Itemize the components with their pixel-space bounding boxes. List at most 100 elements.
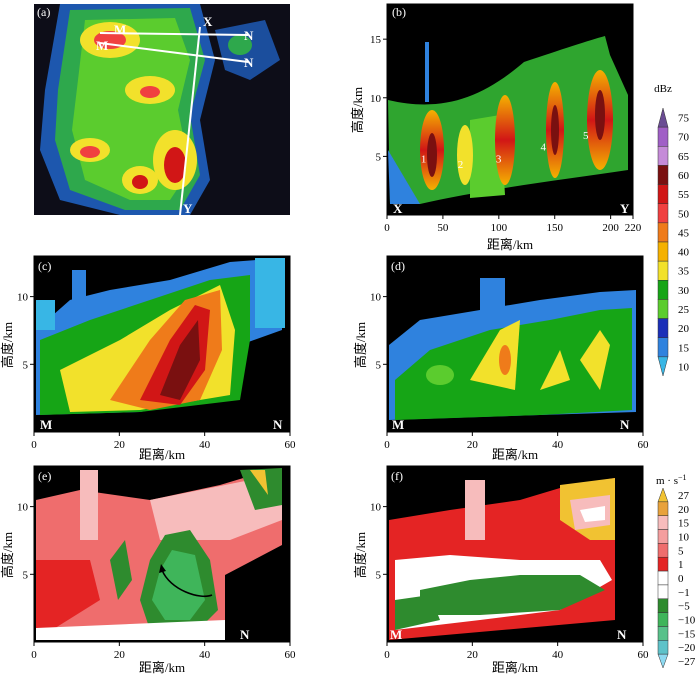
- ref-swatch-13: [657, 356, 669, 377]
- d-end-n: N: [620, 417, 630, 432]
- vel-swatch-7: [657, 584, 669, 600]
- panel-b: 1 2 3 4 5 (b) X Y 0 50 100 150 200 220 5 10 15 距离/k…: [350, 3, 642, 252]
- panel-label-f: (f): [391, 469, 403, 483]
- d-x-tick-2: 40: [552, 439, 564, 451]
- e-xlabel: 距离/km: [139, 660, 185, 675]
- f-xlabel: 距离/km: [492, 660, 538, 675]
- e-end-n: N: [240, 627, 250, 642]
- vel-swatch-6: [657, 570, 669, 586]
- d-xlabel: 距离/km: [492, 447, 538, 462]
- ref-tick-0: 75: [678, 113, 690, 125]
- c-ylabel: 高度/km: [0, 322, 15, 368]
- b-cells: [420, 42, 613, 190]
- e-x-tick-0: 0: [31, 649, 37, 661]
- panel-c: (c) M N 0 20 40 60 5 10 距离/km 高度/km: [0, 255, 296, 462]
- f-end-n: N: [617, 627, 627, 642]
- b-cell-label-1: 2: [458, 159, 464, 171]
- f-y-ticks: 5 10: [370, 502, 387, 581]
- e-y-ticks: 5 10: [17, 502, 34, 581]
- d-y-tick-0: 5: [376, 359, 382, 371]
- ref-tick-6: 45: [678, 227, 690, 239]
- c-x-tick-1: 20: [114, 439, 126, 451]
- f-x-tick-2: 40: [552, 649, 564, 661]
- b-x-tick-1: 50: [437, 222, 449, 234]
- b-cell-label-2: 3: [496, 153, 502, 165]
- f-x-ticks: 0 20 40 60: [384, 642, 649, 661]
- c-x-tick-2: 40: [199, 439, 211, 451]
- map-label-y: Y: [183, 201, 193, 216]
- b-end-x: X: [393, 201, 403, 216]
- panel-e: (e) M N 0 20 40 60 5 10 距离/km 高度/km: [0, 465, 296, 675]
- section-lines: [99, 26, 249, 216]
- b-x-tick-0: 0: [384, 222, 390, 234]
- ref-unit: dBz: [654, 83, 672, 95]
- b-cell-labels: 1 2 3 4 5: [421, 130, 589, 171]
- panel-a: (a) M M N N X Y: [34, 4, 290, 216]
- vel-swatch-1: [657, 501, 669, 516]
- ref-swatch-8: [657, 260, 669, 281]
- c-y-tick-0: 5: [23, 359, 29, 371]
- ref-swatch-11: [657, 318, 669, 338]
- d-x-tick-1: 20: [467, 439, 479, 451]
- d-x-tick-0: 0: [384, 439, 390, 451]
- c-y-tick-1: 10: [17, 292, 29, 304]
- ref-tick-4: 55: [678, 189, 690, 201]
- ref-swatch-12: [657, 337, 669, 358]
- ref-swatch-0: [657, 107, 669, 128]
- d-y-ticks: 5 10: [370, 292, 387, 371]
- vel-swatch-12: [657, 653, 669, 669]
- b-x-tick-5: 220: [625, 222, 642, 234]
- ref-swatch-6: [657, 222, 669, 243]
- f-y-tick-1: 10: [370, 502, 382, 514]
- b-x-ticks: 0 50 100 150 200 220: [384, 215, 642, 234]
- colorbar-reflectivity: dBz 75 70 65 60 55 50 45 40 35 30 25 20 15 10: [654, 83, 690, 377]
- panel-label-d: (d): [391, 259, 405, 273]
- ref-swatch-9: [657, 280, 669, 300]
- ref-tick-9: 30: [678, 285, 690, 297]
- vel-tick-2: 15: [678, 518, 690, 530]
- vel-tick-0: 27: [678, 490, 690, 502]
- vel-swatch-11: [657, 640, 669, 655]
- f-x-tick-0: 0: [384, 649, 390, 661]
- e-ylabel: 高度/km: [0, 532, 15, 578]
- c-x-ticks: 0 20 40 60: [31, 432, 296, 451]
- vel-tick-5: 1: [678, 559, 684, 571]
- vel-tick-11: −20: [678, 642, 696, 654]
- vel-tick-6: 0: [678, 573, 684, 585]
- ref-tick-2: 65: [678, 151, 690, 163]
- ref-swatch-1: [657, 126, 669, 147]
- ref-swatch-5: [657, 203, 669, 224]
- map-label-n: N: [244, 28, 254, 43]
- e-x-tick-2: 40: [199, 649, 211, 661]
- f-ylabel: 高度/km: [353, 532, 368, 578]
- vel-tick-8: −5: [678, 601, 690, 613]
- ref-tick-1: 70: [678, 132, 690, 144]
- c-end-n: N: [273, 417, 283, 432]
- vel-swatch-10: [657, 626, 669, 641]
- d-ylabel: 高度/km: [353, 322, 368, 368]
- ref-tick-3: 60: [678, 170, 690, 182]
- ref-swatch-2: [657, 146, 669, 166]
- d-x-tick-3: 60: [638, 439, 650, 451]
- vel-swatch-8: [657, 598, 669, 613]
- d-end-m: M: [392, 417, 404, 432]
- d-y-tick-1: 10: [370, 292, 382, 304]
- ref-swatch-3: [657, 165, 669, 185]
- vel-tick-10: −15: [678, 628, 696, 640]
- panel-d: (d) M N 0 20 40 60 5 10 距离/km 高度/km: [353, 255, 650, 462]
- vel-unit-exp: −1: [678, 473, 687, 482]
- vel-swatch-5: [657, 556, 669, 572]
- b-end-y: Y: [620, 201, 630, 216]
- panel-f: (f) M N 0 20 40 60 5 10 距离/km 高度/km: [353, 465, 649, 675]
- e-x-ticks: 0 20 40 60: [31, 642, 296, 661]
- f-x-tick-3: 60: [638, 649, 650, 661]
- b-y-tick-1: 10: [370, 93, 382, 105]
- b-ylabel: 高度/km: [350, 87, 365, 133]
- vel-tick-7: −1: [678, 587, 690, 599]
- b-cell-label-3: 4: [541, 142, 547, 154]
- ref-swatch-7: [657, 241, 669, 262]
- vel-swatch-3: [657, 529, 669, 544]
- ref-swatch-4: [657, 184, 669, 204]
- c-end-m: M: [40, 417, 52, 432]
